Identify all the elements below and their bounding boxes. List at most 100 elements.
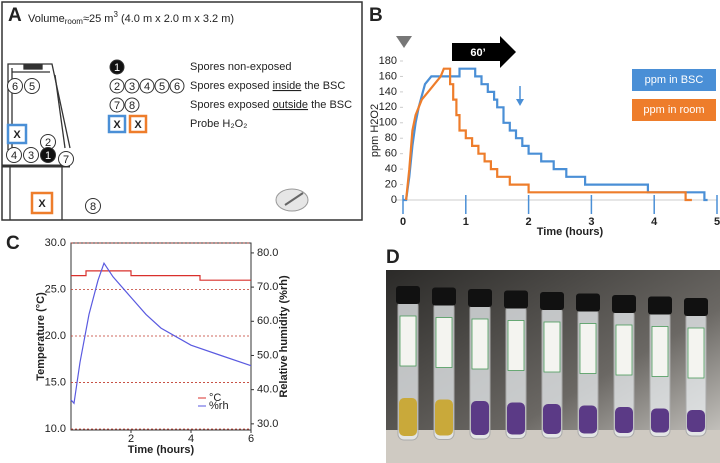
legend-text: Probe H₂O₂	[190, 118, 247, 130]
tube-liquid	[471, 401, 489, 435]
tube-cap	[540, 292, 564, 310]
probe-box	[30, 191, 54, 215]
tube-label	[687, 327, 705, 379]
tube-liquid	[507, 402, 525, 435]
sample-circle	[7, 78, 23, 94]
chart-c: 10.0 15.0 20.0 25.0 30.0 30.0 40.0 50.0 60.0 70.0…	[35, 237, 290, 456]
y-tick-label: 0	[391, 194, 397, 206]
tube-cap	[468, 289, 492, 307]
x-tick-label: 1	[463, 216, 469, 228]
panel-label: A	[8, 5, 22, 26]
tube-label	[615, 324, 633, 376]
legend-probe	[128, 114, 148, 134]
volume-sub: room	[65, 17, 84, 26]
x-tick-label: 2	[526, 216, 532, 228]
disinfector	[275, 188, 309, 212]
sample-circle	[23, 147, 39, 163]
x-tick-label: 3	[588, 216, 594, 228]
tube-liquid	[579, 405, 597, 434]
sample-label: 2	[45, 137, 51, 149]
room-frame	[1, 1, 363, 221]
y2-axis-label: Relative humidity (%rh)	[278, 275, 290, 398]
volume-sup: 3	[113, 10, 118, 19]
y-tick-label: 160	[379, 70, 397, 82]
probe-label: X	[13, 129, 21, 141]
legend-circle	[139, 78, 155, 94]
tube-liquid	[615, 407, 633, 433]
tube-cap	[396, 286, 420, 304]
legend-circle	[124, 78, 140, 94]
tube-label	[651, 326, 669, 377]
chart-b: 0 20 40 60 80 100 120 140 160 180 0 1 2 3 4 5 Time (hour…	[369, 55, 720, 238]
tube-cap	[684, 298, 708, 316]
sample-circles: 6 5 2 4 3 1 7 8	[6, 78, 101, 214]
diagram-legend: 1 Spores non-exposed 2 3 4 5 6 Spores exposed i…	[107, 59, 352, 134]
x-tick-label: 4	[651, 216, 658, 228]
y-axis-label: ppm H2O2	[369, 104, 381, 157]
x-tick-label: 5	[714, 216, 720, 228]
sample-circle	[40, 147, 56, 163]
legend-text-part: Spores exposed	[190, 99, 273, 111]
tube-cap	[504, 290, 528, 309]
sample-circle	[6, 147, 22, 163]
series-line	[71, 270, 251, 281]
y-tick-label: 20.0	[45, 330, 66, 342]
tube-cap	[432, 287, 456, 306]
y-tick-label: 25.0	[45, 283, 66, 295]
y-tick-label: 40	[385, 163, 397, 175]
legend-symbol: X	[113, 119, 121, 131]
tube-liquid	[435, 399, 453, 436]
legend-circle	[109, 78, 125, 94]
y-tick-label: 120	[379, 101, 397, 113]
volume-dims: (4.0 m x 2.0 m x 3.2 m)	[118, 13, 234, 25]
legend-text: Spores exposed inside the BSC	[190, 80, 345, 92]
sample-label: 7	[63, 154, 69, 166]
sample-circle	[58, 151, 74, 167]
sample-label: 1	[45, 150, 51, 162]
probe-box	[6, 123, 28, 145]
legend-text-part: the BSC	[308, 99, 352, 111]
legend-text-underlined: outside	[273, 99, 308, 111]
legend-text: Spores non-exposed	[190, 61, 292, 73]
legend-probe	[107, 114, 127, 134]
legend-text-underlined: inside	[273, 80, 302, 92]
tube-liquid	[543, 404, 561, 434]
legend-symbol: 6	[174, 81, 180, 93]
tube-label	[471, 318, 489, 370]
y-tick-label: 140	[379, 86, 397, 98]
y-tick-label: 100	[379, 117, 397, 129]
tube-label	[399, 315, 417, 367]
x-tick-label: 4	[188, 433, 194, 445]
y-tick-label: 180	[379, 55, 397, 67]
legend-label: ppm in room	[643, 104, 704, 116]
legend-text-part: the BSC	[301, 80, 345, 92]
sample-circle	[85, 198, 101, 214]
tubes	[396, 286, 708, 441]
sample-label: 3	[28, 150, 34, 162]
legend-symbol: 2	[114, 81, 120, 93]
y-tick-label: 10.0	[45, 423, 66, 435]
sample-label: 5	[29, 81, 35, 93]
tube-label	[507, 320, 525, 371]
tube-cap	[648, 296, 672, 315]
probe-label: X	[38, 198, 46, 210]
series-line	[403, 67, 708, 202]
y2-tick-label: 80.0	[257, 247, 278, 259]
x-tick-label: 2	[128, 433, 134, 445]
legend-text-part: Spores exposed	[190, 80, 273, 92]
series-line	[405, 67, 692, 202]
legend-label: ppm in BSC	[645, 74, 704, 86]
legend-label: %rh	[209, 400, 229, 412]
y-axis-label: Temperature (°C)	[35, 292, 47, 381]
sample-label: 4	[11, 150, 17, 162]
legend-circle	[169, 78, 185, 94]
pointer-arrow	[516, 99, 524, 106]
legend-swatch	[632, 69, 716, 91]
legend-circle	[109, 97, 125, 113]
legend-label: °C	[209, 392, 221, 404]
legend-swatch	[632, 99, 716, 121]
start-marker	[396, 36, 412, 48]
y2-tick-label: 70.0	[257, 281, 278, 293]
panel-label: B	[369, 5, 383, 26]
tube-cap	[576, 293, 600, 312]
